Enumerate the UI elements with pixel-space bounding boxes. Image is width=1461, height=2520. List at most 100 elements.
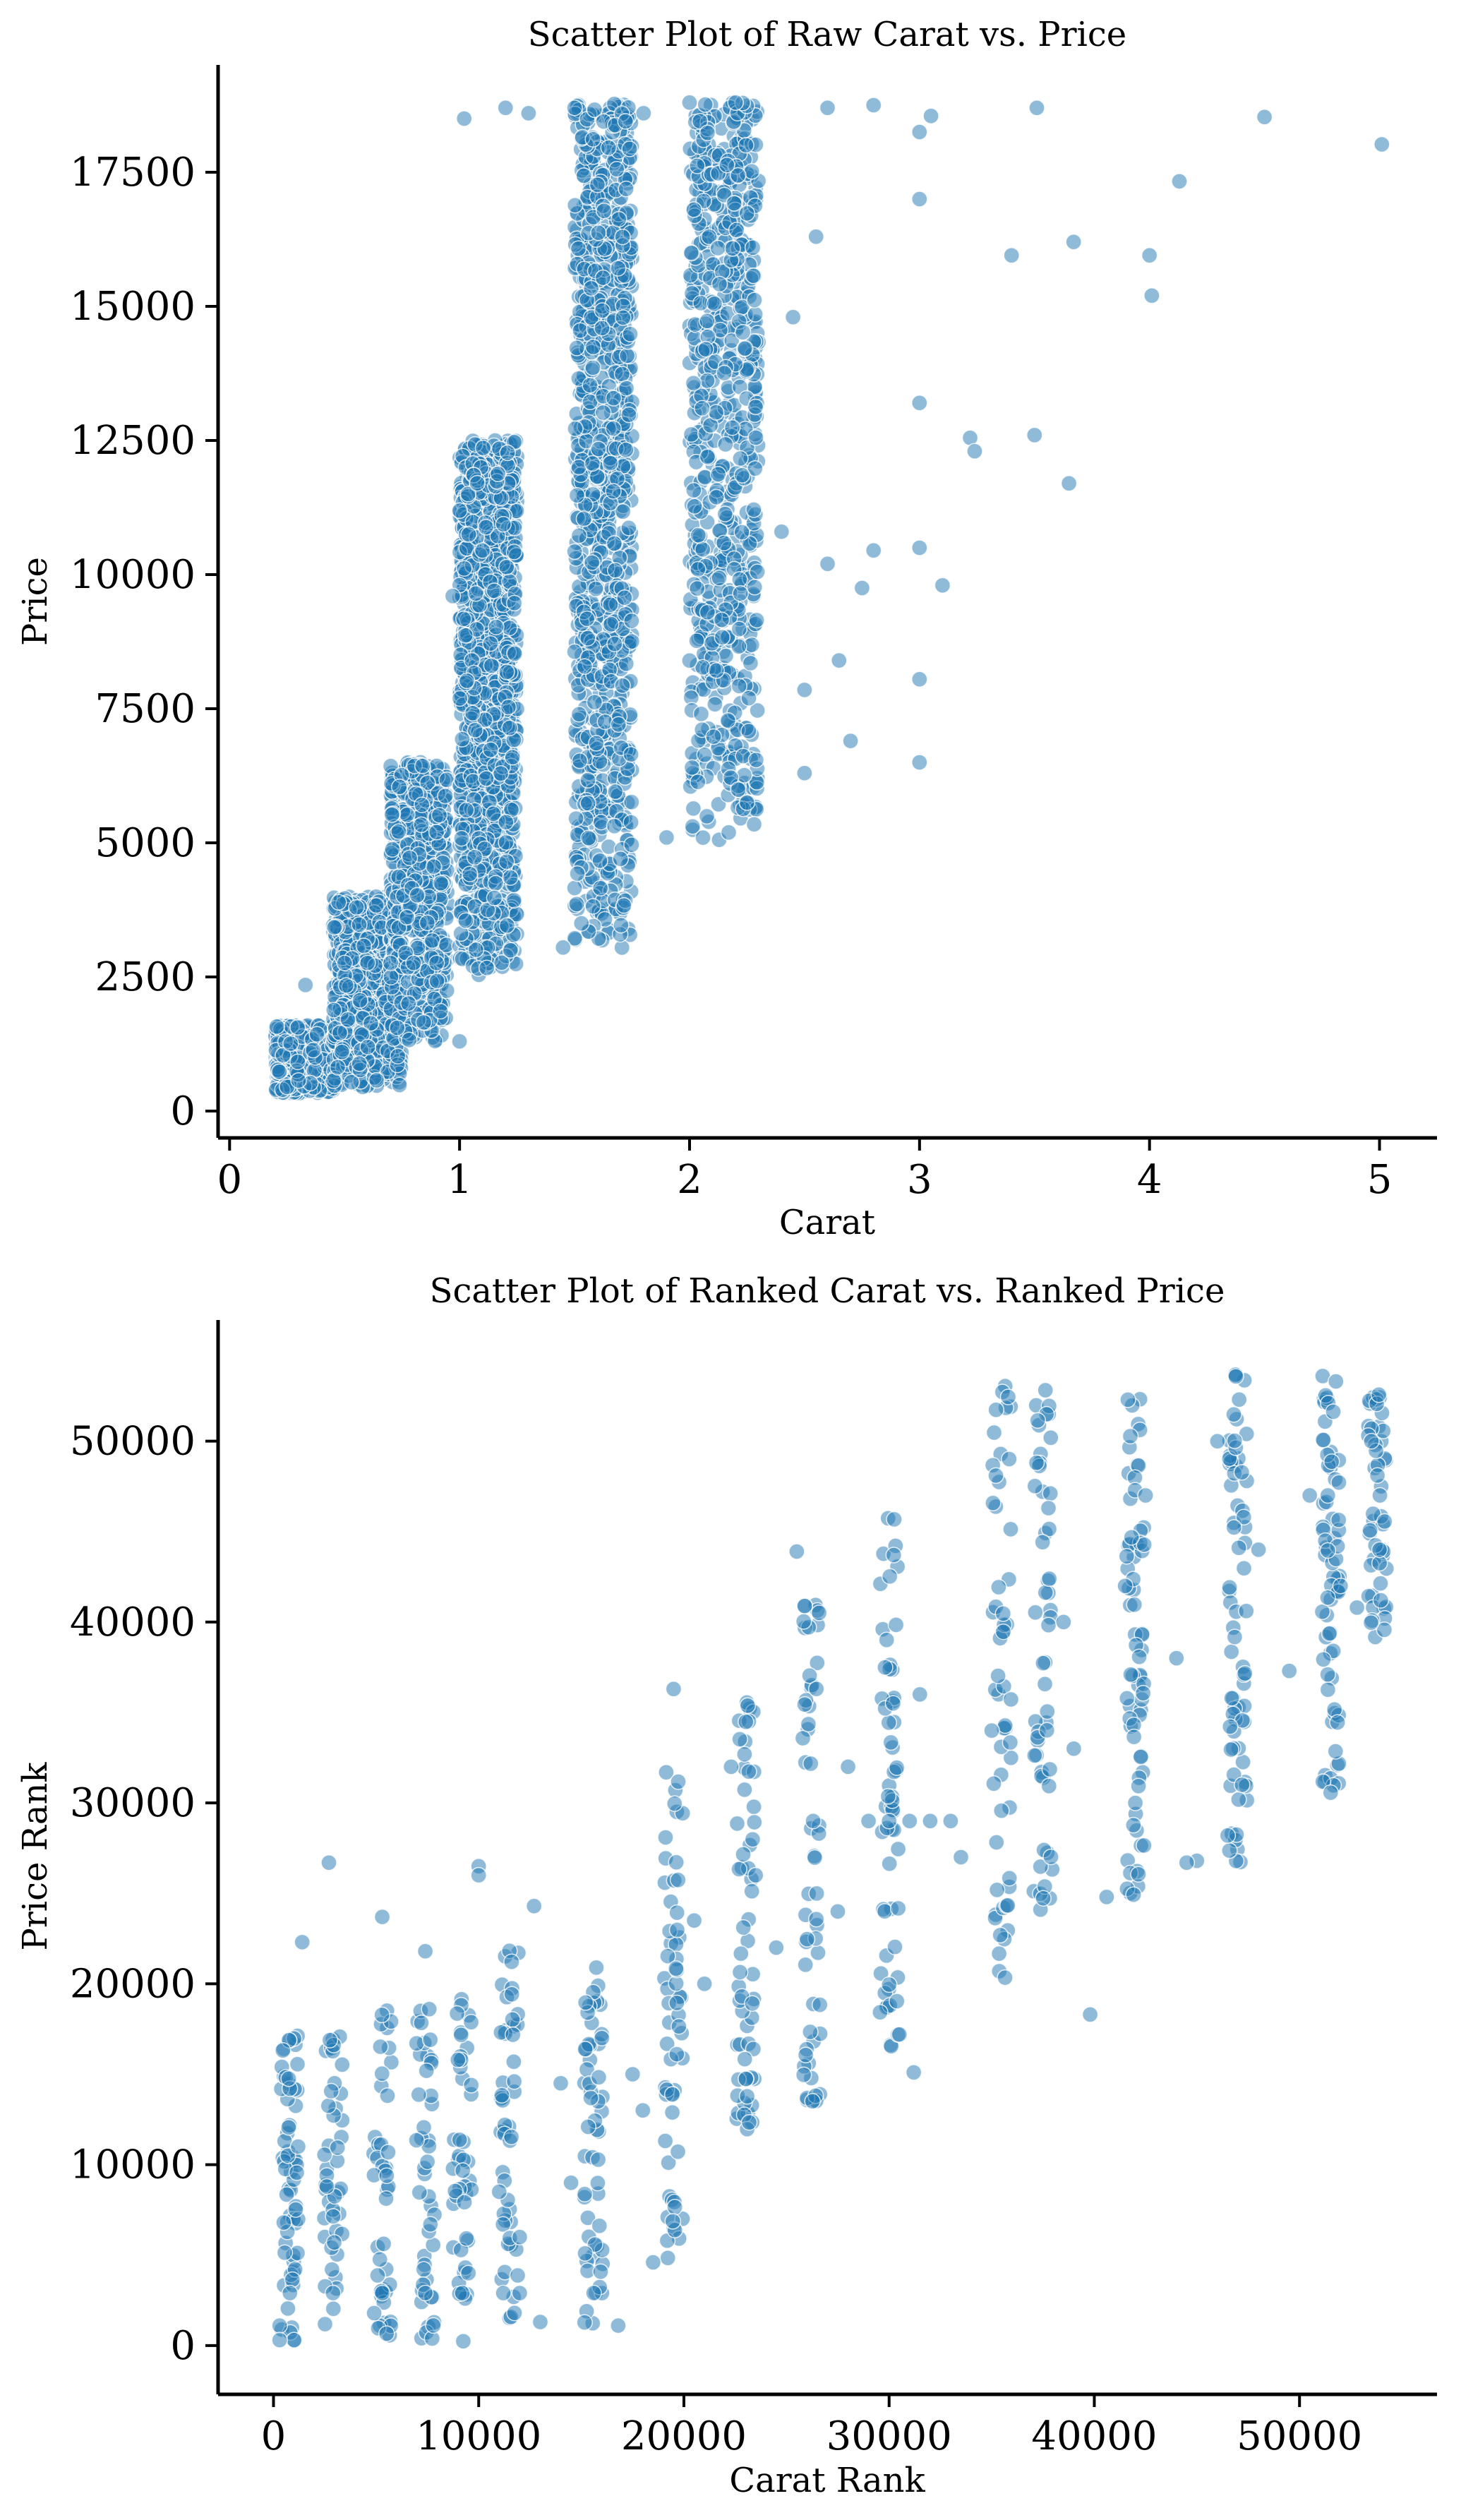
data-point [594,404,612,421]
data-point [602,616,620,633]
data-point [590,224,607,241]
data-point [460,526,477,543]
data-point [425,858,443,875]
data-point [451,690,469,707]
data-point [330,894,347,911]
data-point [699,372,716,389]
data-point [505,544,523,560]
data-point [383,806,401,823]
data-point [359,1038,376,1055]
data-point [505,594,523,612]
data-point [477,519,495,536]
data-point [282,1035,299,1052]
data-point [717,647,735,664]
data-point [606,783,624,800]
data-point [596,203,613,220]
data-point [389,1048,407,1064]
data-point [575,510,593,527]
data-point [492,764,510,782]
data-point [584,338,602,356]
data-point [605,420,622,437]
data-point [505,892,523,909]
data-point [605,483,622,500]
data-point [467,941,485,959]
data-point [400,1031,418,1048]
data-point [707,696,723,713]
data-point [711,570,728,587]
data-point [606,635,623,652]
data-point [270,1063,288,1080]
data-point [399,806,416,824]
data-point [571,752,589,769]
data-point [389,1019,406,1036]
data-point [567,810,584,827]
data-point [584,359,601,376]
data-point [610,716,627,733]
data-point [308,1026,325,1043]
data-point [482,741,499,758]
data-point [594,319,611,337]
data-point [414,757,431,774]
data-point [489,465,507,483]
data-point [431,807,448,824]
data-point [348,899,365,916]
data-point [498,558,515,576]
data-point [708,488,725,506]
data-point [384,841,401,858]
data-point [499,444,516,462]
data-point [458,672,476,690]
data-point [568,340,585,356]
data-point [696,746,714,764]
data-point [614,677,631,694]
data-point [610,260,627,277]
data-point [618,180,635,198]
data-point [275,1047,291,1064]
data-point [289,1053,306,1070]
data-point [601,455,619,472]
data-point [398,908,416,926]
data-point [368,1072,385,1089]
data-point [325,1002,342,1019]
data-point [620,520,637,536]
data-point [579,795,596,812]
data-point [623,746,639,763]
data-point [580,829,597,846]
data-point [569,865,586,882]
data-point [683,426,700,443]
data-point [437,787,454,805]
data-point [602,596,619,613]
data-point [337,977,355,994]
data-point [570,527,588,544]
data-point [351,916,368,933]
data-point [728,222,745,239]
data-point [589,176,606,193]
data-point [617,113,635,130]
data-point [432,1002,449,1020]
data-point [594,302,611,319]
data-point [587,580,604,598]
data-point [500,698,517,716]
data-point [606,817,623,835]
data-point [325,918,343,936]
data-point [623,632,641,650]
data-point [486,582,503,599]
chart-title: Scatter Plot of Raw Carat vs. Price [528,15,1126,54]
data-point [618,347,636,364]
data-point [487,875,505,892]
data-point [339,1011,356,1028]
data-point [730,620,748,637]
data-point [570,240,587,258]
data-point [498,853,515,870]
data-point [584,131,601,148]
data-point [608,161,625,178]
data-point [428,973,445,990]
data-point [570,458,587,476]
data-point [733,524,750,541]
data-point [584,455,601,472]
data-point [400,995,417,1012]
data-point [488,618,505,635]
data-point [457,627,474,644]
data-point [575,167,592,184]
